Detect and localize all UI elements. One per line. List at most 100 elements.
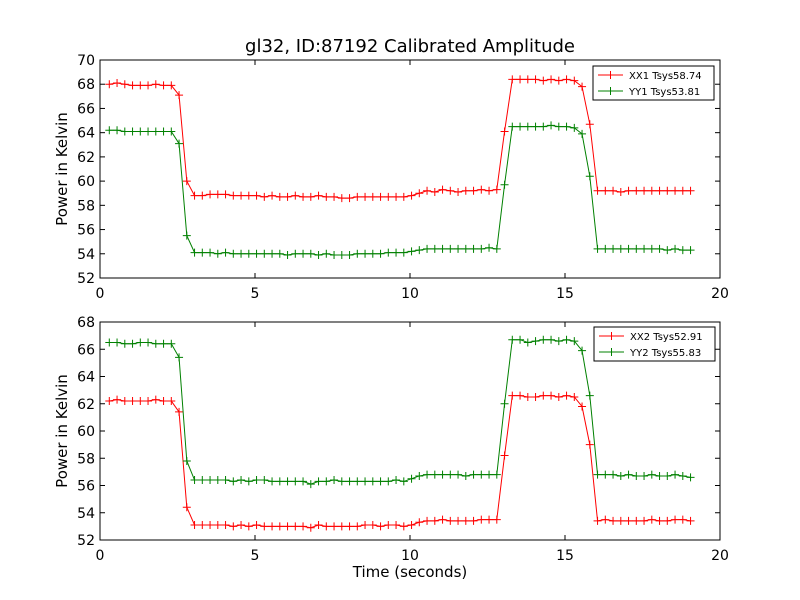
data-point-marker bbox=[113, 338, 122, 347]
data-point-marker bbox=[368, 477, 377, 486]
data-point-marker bbox=[547, 75, 556, 84]
data-point-marker bbox=[547, 121, 556, 130]
x-tick-label: 10 bbox=[401, 286, 419, 302]
data-point-marker bbox=[399, 522, 408, 531]
data-point-marker bbox=[159, 397, 168, 406]
data-point-marker bbox=[175, 91, 184, 100]
data-point-marker bbox=[640, 471, 649, 480]
data-point-marker bbox=[531, 122, 540, 131]
y-tick-label: 62 bbox=[77, 150, 95, 166]
y-tick-label: 66 bbox=[77, 101, 95, 117]
data-point-marker bbox=[438, 244, 447, 253]
data-point-marker bbox=[330, 192, 339, 201]
data-point-marker bbox=[299, 522, 308, 531]
data-point-marker bbox=[322, 522, 331, 531]
data-point-marker bbox=[485, 515, 494, 524]
data-point-marker bbox=[570, 76, 579, 85]
data-point-marker bbox=[415, 471, 424, 480]
data-point-marker bbox=[113, 395, 122, 404]
data-point-marker bbox=[508, 75, 517, 84]
x-tick-label: 5 bbox=[251, 286, 260, 302]
data-point-marker bbox=[376, 192, 385, 201]
data-point-marker bbox=[663, 471, 672, 480]
y-tick-label: 52 bbox=[77, 533, 95, 549]
data-point-marker bbox=[275, 249, 284, 258]
data-point-marker bbox=[283, 522, 292, 531]
data-point-marker bbox=[655, 244, 664, 253]
data-point-marker bbox=[578, 402, 587, 411]
data-point-marker bbox=[221, 521, 230, 530]
data-point-marker bbox=[523, 338, 532, 347]
data-point-marker bbox=[547, 391, 556, 400]
data-point-marker bbox=[632, 471, 641, 480]
data-point-marker bbox=[446, 516, 455, 525]
data-point-marker bbox=[531, 75, 540, 84]
data-point-marker bbox=[601, 470, 610, 479]
data-point-marker bbox=[167, 339, 176, 348]
data-point-marker bbox=[461, 186, 470, 195]
data-point-marker bbox=[523, 75, 532, 84]
data-point-marker bbox=[213, 476, 222, 485]
data-point-marker bbox=[221, 476, 230, 485]
data-point-marker bbox=[368, 249, 377, 258]
data-point-marker bbox=[136, 338, 145, 347]
data-point-marker bbox=[547, 335, 556, 344]
data-point-marker bbox=[392, 248, 401, 257]
data-point-marker bbox=[485, 186, 494, 195]
data-point-marker bbox=[392, 476, 401, 485]
data-point-marker bbox=[516, 122, 525, 131]
data-point-marker bbox=[213, 249, 222, 258]
data-point-marker bbox=[663, 246, 672, 255]
data-point-marker bbox=[353, 192, 362, 201]
data-point-marker bbox=[438, 470, 447, 479]
data-point-marker bbox=[268, 249, 277, 258]
data-point-marker bbox=[678, 471, 687, 480]
data-point-marker bbox=[151, 395, 160, 404]
data-point-marker bbox=[647, 186, 656, 195]
data-point-marker bbox=[585, 120, 594, 129]
data-point-marker bbox=[128, 339, 137, 348]
data-point-marker bbox=[632, 186, 641, 195]
data-point-marker bbox=[647, 470, 656, 479]
data-point-marker bbox=[585, 391, 594, 400]
data-point-marker bbox=[275, 477, 284, 486]
y-tick-label: 64 bbox=[77, 126, 95, 142]
data-point-marker bbox=[609, 470, 618, 479]
data-point-marker bbox=[105, 80, 114, 89]
data-point-marker bbox=[485, 243, 494, 252]
data-point-marker bbox=[268, 191, 277, 200]
y-tick-label: 54 bbox=[77, 247, 95, 263]
data-point-marker bbox=[539, 76, 548, 85]
data-point-marker bbox=[198, 191, 207, 200]
data-point-marker bbox=[423, 470, 432, 479]
data-point-marker bbox=[260, 249, 269, 258]
data-point-marker bbox=[229, 249, 238, 258]
data-point-marker bbox=[655, 471, 664, 480]
data-point-marker bbox=[554, 76, 563, 85]
data-point-marker bbox=[399, 192, 408, 201]
data-point-marker bbox=[407, 247, 416, 256]
data-point-marker bbox=[384, 248, 393, 257]
x-tick-label: 0 bbox=[96, 286, 105, 302]
data-point-marker bbox=[678, 186, 687, 195]
data-point-marker bbox=[500, 399, 509, 408]
x-tick-label: 0 bbox=[96, 548, 105, 564]
data-point-marker bbox=[492, 470, 501, 479]
data-point-marker bbox=[252, 249, 261, 258]
data-point-marker bbox=[175, 139, 184, 148]
legend-entry: YY2 Tsys55.83 bbox=[629, 348, 701, 359]
data-point-marker bbox=[306, 192, 315, 201]
legend-entry: XX1 Tsys58.74 bbox=[629, 71, 702, 82]
data-point-marker bbox=[159, 339, 168, 348]
data-point-marker bbox=[562, 335, 571, 344]
data-point-marker bbox=[640, 516, 649, 525]
y-tick-label: 60 bbox=[77, 174, 95, 190]
data-point-marker bbox=[120, 397, 129, 406]
bottom-plot: 0 5 10 15 20 52 54 56 58 60 62 64 66 68 Power in Kelvi… bbox=[53, 315, 729, 581]
legend-marker bbox=[606, 87, 615, 95]
data-point-marker bbox=[570, 123, 579, 132]
data-point-marker bbox=[175, 407, 184, 416]
data-point-marker bbox=[485, 470, 494, 479]
data-point-marker bbox=[624, 244, 633, 253]
data-point-marker bbox=[268, 477, 277, 486]
